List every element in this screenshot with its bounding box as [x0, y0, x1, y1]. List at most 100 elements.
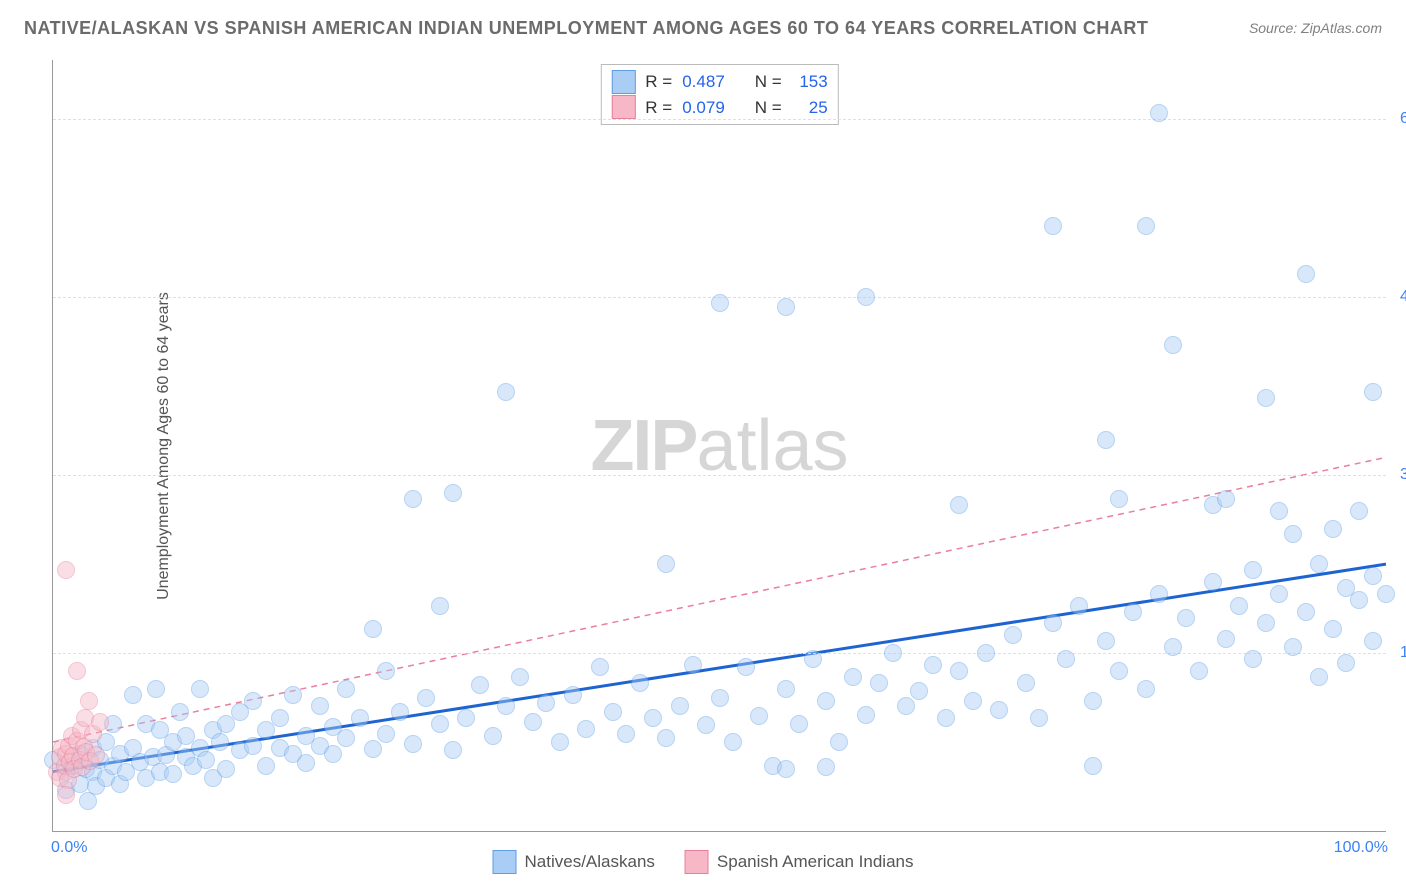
data-point: [271, 709, 289, 727]
data-point: [471, 676, 489, 694]
data-point: [1150, 585, 1168, 603]
data-point: [1244, 561, 1262, 579]
data-point: [684, 656, 702, 674]
data-point: [87, 746, 105, 764]
data-point: [91, 713, 109, 731]
data-point: [844, 668, 862, 686]
data-point: [1230, 597, 1248, 615]
stat-n-label: N =: [755, 69, 782, 95]
data-point: [777, 760, 795, 778]
data-point: [1284, 525, 1302, 543]
data-point: [777, 298, 795, 316]
data-point: [1084, 757, 1102, 775]
data-point: [857, 288, 875, 306]
data-point: [950, 496, 968, 514]
data-point: [830, 733, 848, 751]
data-point: [1364, 383, 1382, 401]
data-point: [564, 686, 582, 704]
data-point: [431, 715, 449, 733]
data-point: [404, 490, 422, 508]
data-point: [1364, 632, 1382, 650]
data-point: [657, 729, 675, 747]
data-point: [497, 383, 515, 401]
data-point: [217, 760, 235, 778]
data-point: [147, 680, 165, 698]
stat-r-value: 0.079: [682, 95, 725, 121]
data-point: [857, 706, 875, 724]
y-tick-label: 45.0%: [1390, 288, 1406, 306]
data-point: [1084, 692, 1102, 710]
data-point: [431, 597, 449, 615]
data-point: [1324, 620, 1342, 638]
data-point: [1110, 662, 1128, 680]
data-point: [211, 733, 229, 751]
data-point: [897, 697, 915, 715]
data-point: [1324, 520, 1342, 538]
data-point: [777, 680, 795, 698]
data-point: [197, 751, 215, 769]
data-point: [924, 656, 942, 674]
data-point: [1057, 650, 1075, 668]
data-point: [444, 741, 462, 759]
data-point: [817, 692, 835, 710]
data-point: [617, 725, 635, 743]
data-point: [1097, 632, 1115, 650]
data-point: [484, 727, 502, 745]
data-point: [257, 757, 275, 775]
legend-item: Spanish American Indians: [685, 850, 914, 874]
data-point: [124, 686, 142, 704]
data-point: [817, 758, 835, 776]
data-point: [1257, 614, 1275, 632]
data-point: [537, 694, 555, 712]
data-point: [524, 713, 542, 731]
data-point: [1337, 654, 1355, 672]
data-point: [1270, 502, 1288, 520]
data-point: [551, 733, 569, 751]
data-point: [1097, 431, 1115, 449]
data-point: [750, 707, 768, 725]
data-point: [1070, 597, 1088, 615]
data-point: [631, 674, 649, 692]
data-point: [171, 703, 189, 721]
data-point: [377, 662, 395, 680]
data-point: [497, 697, 515, 715]
data-point: [870, 674, 888, 692]
data-point: [1310, 555, 1328, 573]
data-point: [79, 792, 97, 810]
data-point: [1377, 585, 1395, 603]
data-point: [990, 701, 1008, 719]
data-point: [950, 662, 968, 680]
data-point: [284, 686, 302, 704]
watermark-light: atlas: [696, 406, 848, 486]
stat-r-label: R =: [645, 69, 672, 95]
legend: Natives/AlaskansSpanish American Indians: [493, 850, 914, 874]
data-point: [337, 729, 355, 747]
data-point: [604, 703, 622, 721]
data-point: [577, 720, 595, 738]
data-point: [737, 658, 755, 676]
data-point: [1137, 217, 1155, 235]
data-point: [644, 709, 662, 727]
data-point: [910, 682, 928, 700]
stat-r-value: 0.487: [682, 69, 725, 95]
data-point: [1004, 626, 1022, 644]
data-point: [804, 650, 822, 668]
data-point: [1364, 567, 1382, 585]
data-point: [1030, 709, 1048, 727]
data-point: [884, 644, 902, 662]
stat-r-label: R =: [645, 95, 672, 121]
data-point: [1217, 490, 1235, 508]
data-point: [1297, 603, 1315, 621]
data-point: [1204, 573, 1222, 591]
data-point: [964, 692, 982, 710]
x-tick-right: 100.0%: [1334, 839, 1388, 857]
data-point: [364, 620, 382, 638]
data-point: [1217, 630, 1235, 648]
data-point: [337, 680, 355, 698]
chart-title: NATIVE/ALASKAN VS SPANISH AMERICAN INDIA…: [24, 18, 1148, 39]
data-point: [377, 725, 395, 743]
legend-swatch: [685, 850, 709, 874]
data-point: [1110, 490, 1128, 508]
data-point: [57, 561, 75, 579]
data-point: [444, 484, 462, 502]
